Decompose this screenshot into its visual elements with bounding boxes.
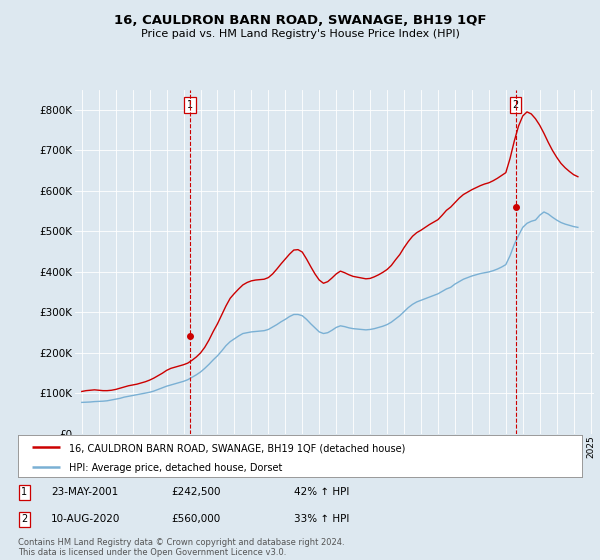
Text: 23-MAY-2001: 23-MAY-2001 xyxy=(51,487,118,497)
Text: Price paid vs. HM Land Registry's House Price Index (HPI): Price paid vs. HM Land Registry's House … xyxy=(140,29,460,39)
Text: 16, CAULDRON BARN ROAD, SWANAGE, BH19 1QF (detached house): 16, CAULDRON BARN ROAD, SWANAGE, BH19 1Q… xyxy=(69,444,405,454)
Text: 16, CAULDRON BARN ROAD, SWANAGE, BH19 1QF: 16, CAULDRON BARN ROAD, SWANAGE, BH19 1Q… xyxy=(114,14,486,27)
Text: 1: 1 xyxy=(187,100,193,110)
Text: 2: 2 xyxy=(21,514,27,524)
Text: 33% ↑ HPI: 33% ↑ HPI xyxy=(294,514,349,524)
Text: 42% ↑ HPI: 42% ↑ HPI xyxy=(294,487,349,497)
Text: 10-AUG-2020: 10-AUG-2020 xyxy=(51,514,121,524)
Text: HPI: Average price, detached house, Dorset: HPI: Average price, detached house, Dors… xyxy=(69,463,282,473)
Text: £560,000: £560,000 xyxy=(171,514,220,524)
Text: Contains HM Land Registry data © Crown copyright and database right 2024.
This d: Contains HM Land Registry data © Crown c… xyxy=(18,538,344,557)
Text: 1: 1 xyxy=(21,487,27,497)
Text: 2: 2 xyxy=(512,100,519,110)
Text: £242,500: £242,500 xyxy=(171,487,221,497)
